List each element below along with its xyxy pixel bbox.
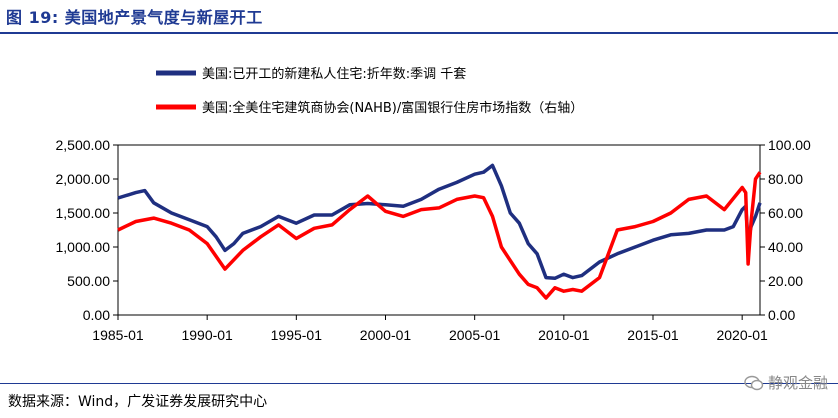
x-tick-label: 2000-01 — [360, 327, 412, 343]
y-left-tick-label: 500.00 — [67, 273, 110, 289]
y-right-tick-label: 60.00 — [768, 205, 803, 221]
x-tick-label: 1985-01 — [92, 327, 144, 343]
source-divider — [0, 383, 838, 384]
legend-label-nahb: 美国:全美住宅建筑商协会(NAHB)/富国银行住房市场指数（右轴） — [202, 100, 583, 116]
watermark-text: 静观金融 — [767, 374, 828, 392]
x-tick-label: 1990-01 — [181, 327, 233, 343]
watermark: 静观金融 — [744, 372, 828, 393]
figure-title: 图 19: 美国地产景气度与新屋开工 — [6, 8, 263, 27]
x-tick-label: 2020-01 — [716, 327, 768, 343]
y-left-tick-label: 2,000.00 — [56, 171, 111, 187]
y-right-tick-label: 0.00 — [768, 307, 795, 323]
wechat-icon — [744, 375, 764, 390]
x-tick-label: 2010-01 — [538, 327, 590, 343]
series-line-starts — [117, 163, 762, 281]
y-axis-left: 0.00 500.00 1,000.00 1,500.00 2,000.00 2,500.… — [56, 137, 118, 323]
y-right-tick-label: 40.00 — [768, 239, 803, 255]
y-right-tick-label: 20.00 — [768, 273, 803, 289]
legend-label-starts: 美国:已开工的新建私人住宅:折年数:季调 千套 — [202, 66, 466, 82]
y-right-tick-label: 100.00 — [768, 137, 811, 153]
title-divider — [0, 32, 838, 34]
y-right-tick-label: 80.00 — [768, 171, 803, 187]
y-left-tick-label: 1,000.00 — [56, 239, 111, 255]
y-left-tick-label: 0.00 — [83, 307, 110, 323]
x-tick-label: 2015-01 — [627, 327, 679, 343]
x-tick-label: 2005-01 — [449, 327, 501, 343]
series-layer — [117, 163, 762, 300]
line-chart: 美国:已开工的新建私人住宅:折年数:季调 千套 美国:全美住宅建筑商协会(NAH… — [56, 66, 812, 343]
x-tick-label: 1995-01 — [271, 327, 323, 343]
legend: 美国:已开工的新建私人住宅:折年数:季调 千套 美国:全美住宅建筑商协会(NAH… — [156, 66, 583, 116]
x-axis: 1985-01 1990-01 1995-01 2000-01 2005-01 2010-… — [92, 315, 768, 343]
series-line-nahb — [117, 171, 762, 300]
y-left-tick-label: 2,500.00 — [56, 137, 111, 153]
source-note: 数据来源：Wind，广发证券发展研究中心 — [8, 394, 268, 410]
plot-area — [117, 144, 761, 316]
y-axis-right: 0.00 20.00 40.00 60.00 80.00 100.00 — [760, 137, 811, 323]
y-left-tick-label: 1,500.00 — [56, 205, 111, 221]
